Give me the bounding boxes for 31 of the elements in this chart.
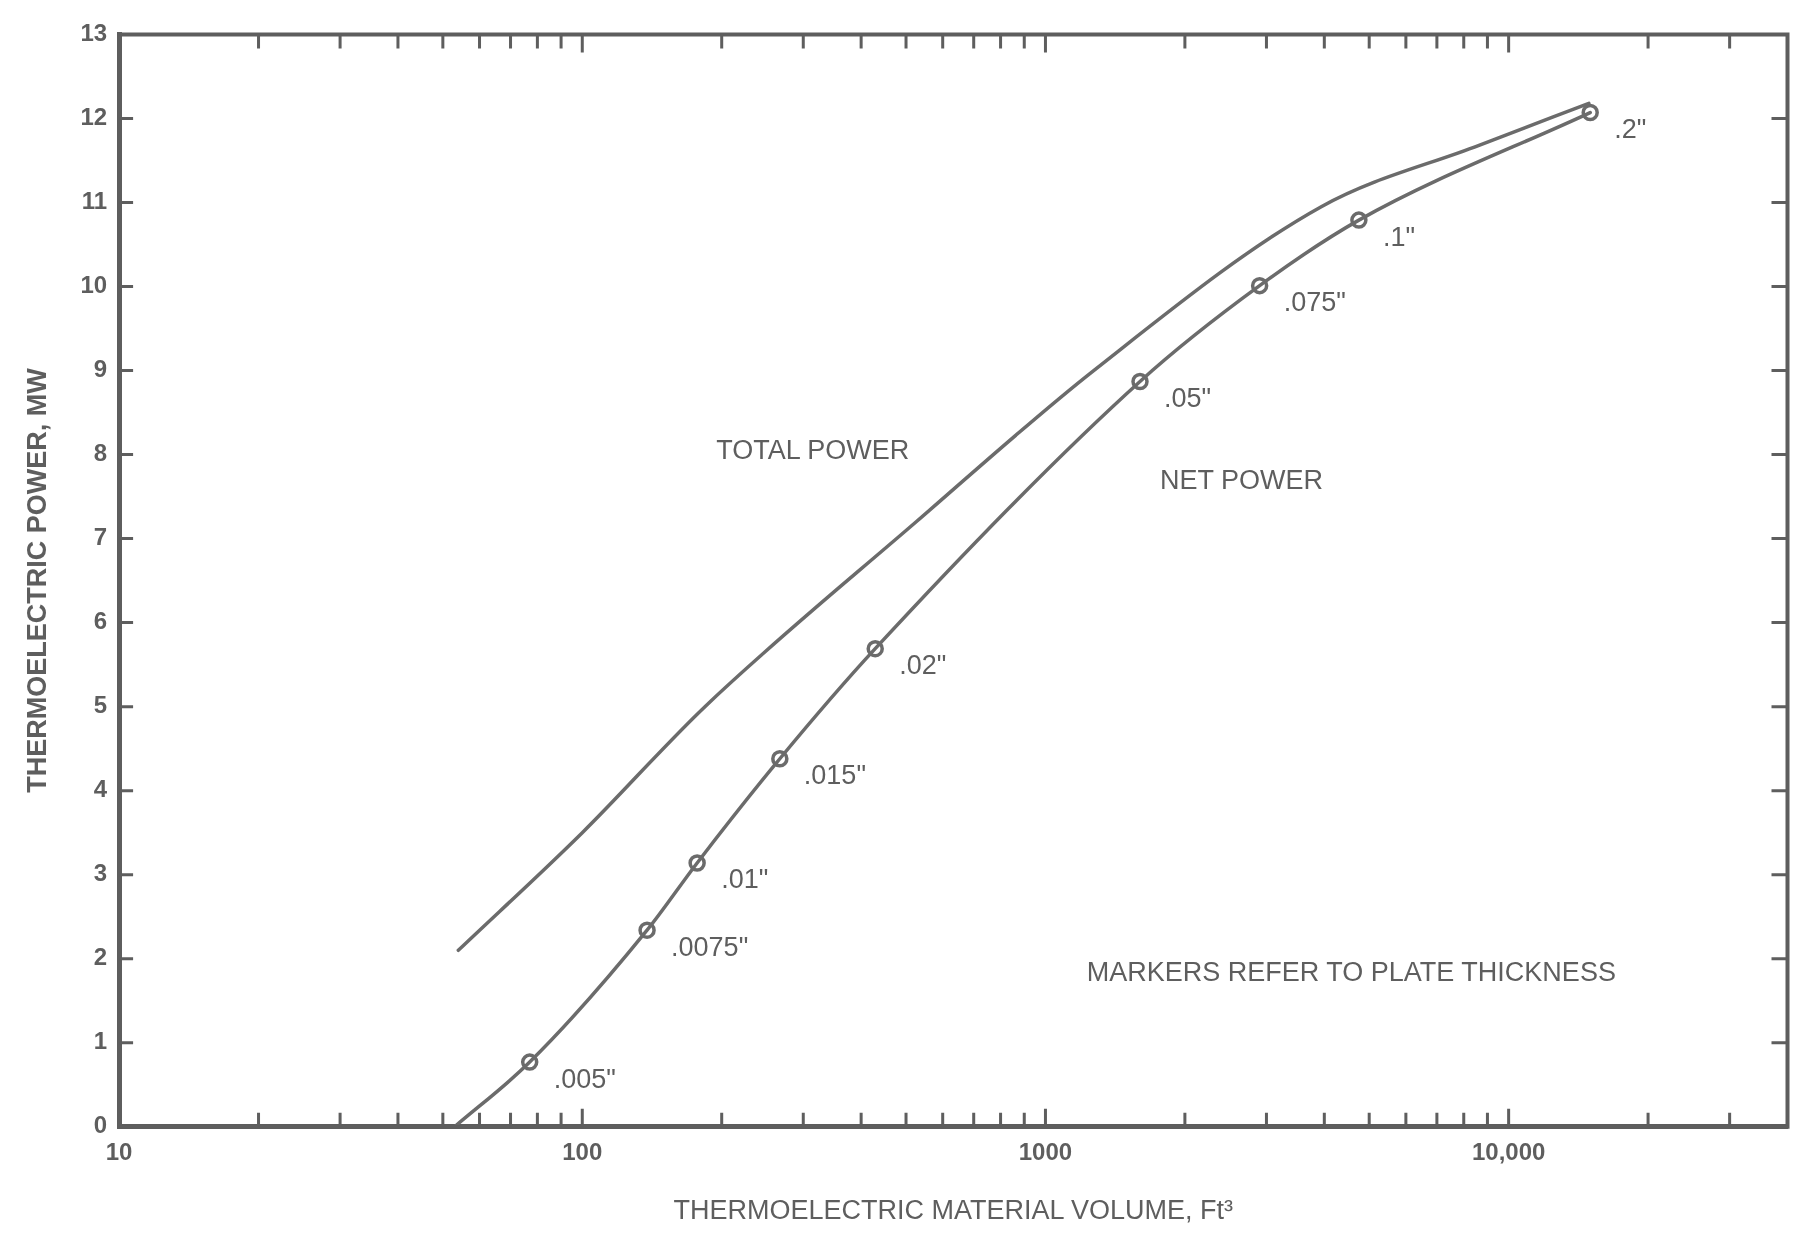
x-tick-label: 100 <box>562 1137 603 1165</box>
y-tick-label: 10 <box>80 271 108 299</box>
x-axis-title: THERMOELECTRIC MATERIAL VOLUME, Ft³ <box>673 1195 1234 1226</box>
y-tick-label: 2 <box>93 943 108 971</box>
annotation: .1" <box>1382 221 1415 252</box>
y-tick-label: 3 <box>93 859 108 887</box>
y-tick-label: 0 <box>93 1111 108 1139</box>
annotation: .05" <box>1164 382 1212 413</box>
annotation: MARKERS REFER TO PLATE THICKNESS <box>1086 957 1616 988</box>
annotation: .075" <box>1283 287 1346 318</box>
annotation: .02" <box>899 650 947 681</box>
series-label: TOTAL POWER <box>716 435 910 466</box>
annotation: .01" <box>721 864 769 895</box>
y-tick-label: 5 <box>93 691 108 719</box>
y-tick-label: 8 <box>93 439 108 467</box>
text: NET POWER <box>1160 464 1324 495</box>
annotation: .0075" <box>671 931 749 962</box>
y-tick-label: 13 <box>80 19 108 47</box>
x-tick-label: 10,000 <box>1471 1137 1546 1165</box>
y-tick-label: 4 <box>93 775 108 803</box>
y-tick-label: 1 <box>93 1027 108 1055</box>
annotation: .2" <box>1614 114 1647 144</box>
x-tick-label: 1000 <box>1018 1137 1073 1165</box>
annotation: .005" <box>553 1063 616 1094</box>
y-axis-title: THERMOELECTRIC POWER, MW <box>21 367 52 793</box>
y-tick-label: 7 <box>93 523 108 551</box>
y-tick-label: 9 <box>93 355 108 383</box>
y-tick-label: 6 <box>93 607 108 635</box>
annotation: .015" <box>803 760 866 791</box>
y-tick-label: 12 <box>80 103 108 131</box>
y-tick-label: 11 <box>81 187 108 215</box>
